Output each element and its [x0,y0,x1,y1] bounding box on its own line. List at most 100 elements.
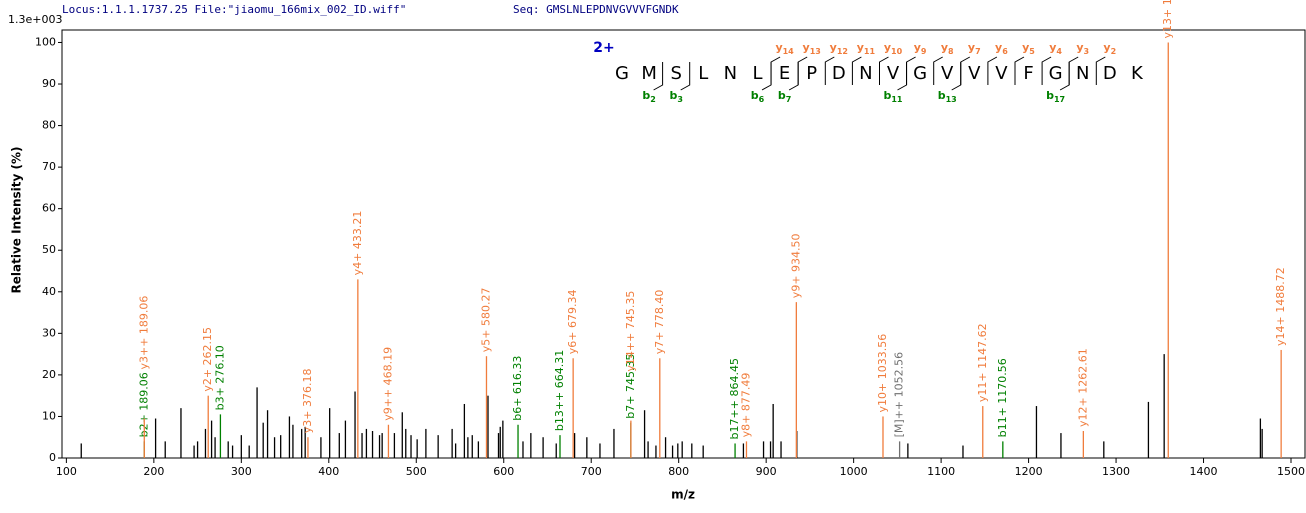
ion-letter: b [778,89,786,102]
y-ion-label: y13 [803,41,821,56]
chart-subtitle: Seq: GMSLNLEPDNVGVVVFGNDK [513,3,679,16]
b-ion-label: b11 [883,89,902,104]
scale-label: 1.3e+003 [8,13,62,26]
charge-label: 2+ [593,40,614,56]
peak-label: y14+ 1488.72 [1274,267,1287,346]
ion-letter: y [775,41,782,54]
x-tick-label: 1200 [1015,465,1043,478]
peak-label: y3++ 189.06 [137,296,150,370]
ion-number: 5 [1029,47,1035,56]
y-ion-label: y3 [1076,41,1089,56]
residue: L [698,63,708,84]
y-ion-marker [933,56,943,85]
y-ion-marker [824,56,835,85]
b-ion-marker [788,62,799,91]
peak-label: y12+ 1262.61 [1076,348,1089,427]
ion-letter: b [669,89,677,102]
peak-label: b13++ 664.31 [553,350,566,431]
ion-letter: y [968,41,975,54]
x-tick-label: 600 [493,465,514,478]
peak-label: b3+ 276.10 [213,345,226,410]
b-ion-label: b7 [778,89,791,104]
ion-number: 11 [891,95,903,104]
peak-label: y2+ 262.15 [201,327,214,392]
y-tick-label: 60 [42,202,56,215]
ion-letter: b [883,89,891,102]
peak-label: y3+ 376.18 [301,369,314,434]
ion-letter: y [941,41,948,54]
b-ion-label: b6 [751,89,765,104]
y-ion-label: y6 [995,41,1008,56]
ion-number: 14 [783,47,795,56]
b-ion-marker [897,62,907,91]
ion-number: 6 [759,95,765,104]
peak-label: b17++ 864.45 [728,358,741,439]
peak-label: y6+ 679.34 [566,290,579,355]
residue: S [670,63,681,84]
y-ion-label: y9 [914,41,927,56]
peak-label: b11+ 1170.56 [996,358,1009,437]
ion-number: 2 [1111,47,1117,56]
peak-label: y11+ 1147.62 [976,323,989,402]
residue: K [1131,63,1144,84]
y-ion-label: y8 [941,41,954,56]
chart-title: Locus:1.1.1.1737.25 File:"jiaomu_166mix_… [62,3,406,16]
x-tick-label: 200 [143,465,164,478]
ion-letter: y [830,41,837,54]
peak-label: y4+ 433.21 [351,211,364,276]
y-ion-label: y10 [884,41,903,56]
y-tick-label: 50 [42,243,56,256]
residue: D [832,63,846,84]
ion-number: 6 [1002,47,1008,56]
y-tick-label: 40 [42,285,56,298]
y-ion-label: y2 [1103,41,1116,56]
x-tick-label: 300 [231,465,252,478]
x-tick-label: 500 [406,465,427,478]
ion-number: 11 [864,47,876,56]
ion-number: 13 [946,95,957,104]
x-tick-label: 400 [318,465,339,478]
ion-letter: b [751,89,759,102]
y-ion-marker [1014,56,1025,85]
y-tick-label: 80 [42,119,56,132]
residue: N [724,63,737,84]
x-tick-label: 1300 [1102,465,1130,478]
y-ion-marker [1095,56,1106,85]
residue: M [641,63,657,84]
b-ion-marker [761,62,772,91]
ion-number: 13 [810,47,821,56]
y-tick-label: 30 [42,326,56,339]
y-axis-label: Relative Intensity (%) [10,147,24,294]
residue: P [806,63,817,84]
y-ion-marker [879,56,889,85]
peak-label: y13+ 1359.68 [1161,0,1174,38]
b-ion-marker [951,62,962,91]
y-tick-label: 10 [42,409,56,422]
x-tick-label: 800 [668,465,689,478]
ion-letter: b [938,89,946,102]
peak-label: b7+ 745.35 [624,353,637,418]
residue: L [752,63,762,84]
b-ion-label: b13 [938,89,957,104]
y-ion-marker [987,56,998,85]
ion-letter: y [1103,41,1110,54]
peak-label: y7+ 778.40 [653,290,666,355]
residue: V [941,63,954,84]
ion-number: 9 [921,47,927,56]
residue: F [1023,63,1033,84]
x-tick-label: 700 [581,465,602,478]
b-ion-label: b2 [642,89,655,104]
x-tick-label: 1400 [1190,465,1218,478]
residue: G [1049,63,1063,84]
peak-label: y10+ 1033.56 [876,334,889,413]
ion-number: 12 [837,47,848,56]
y-ion-label: y14 [775,41,794,56]
y-ion-marker [1041,56,1052,85]
x-tick-label: 100 [56,465,77,478]
ion-number: 3 [1083,47,1089,56]
peak-label: y9++ 468.19 [381,347,394,421]
peak-label: [M]++ 1052.56 [893,352,906,438]
ion-letter: y [1076,41,1083,54]
ion-letter: y [884,41,891,54]
